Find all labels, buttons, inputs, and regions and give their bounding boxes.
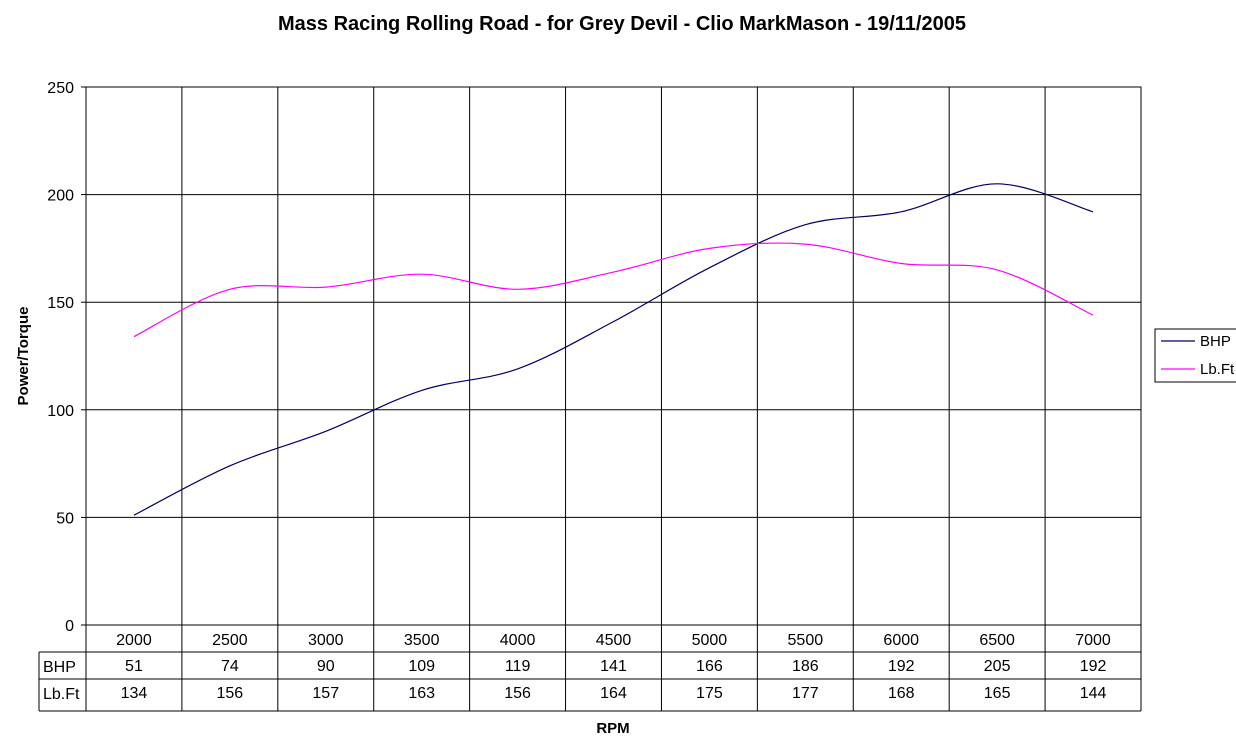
legend-label: Lb.Ft (1200, 361, 1235, 378)
y-axis-title: Power/Torque (15, 307, 32, 406)
x-tick-label: 7000 (1075, 632, 1111, 649)
table-cell: 74 (221, 658, 239, 675)
table-cell: 168 (888, 685, 915, 702)
table-cell: 157 (312, 685, 339, 702)
table-cell: 144 (1080, 685, 1107, 702)
data-table: 2000 2500 3000 3500 4000 4500 5000 5500 6000 6500… (38, 625, 1142, 712)
y-tick-label: 50 (56, 510, 74, 527)
x-tick-label: 2500 (212, 632, 248, 649)
table-cell: 177 (792, 685, 819, 702)
x-tick-label: 6000 (883, 632, 919, 649)
table-cell: 192 (1080, 658, 1107, 675)
x-tick-label: 4500 (596, 632, 632, 649)
x-tick-label: 5000 (692, 632, 728, 649)
table-cell: 186 (792, 658, 819, 675)
series-line-bhp (133, 183, 1094, 516)
table-cell: 166 (696, 658, 723, 675)
legend: BHP Lb.Ft (1154, 328, 1236, 383)
legend-label: BHP (1200, 333, 1231, 350)
table-cell: 156 (504, 685, 531, 702)
x-tick-label: 6500 (979, 632, 1015, 649)
table-cell: 192 (888, 658, 915, 675)
table-cell: 164 (600, 685, 627, 702)
table-cell: 205 (984, 658, 1011, 675)
x-tick-label: 3500 (404, 632, 440, 649)
x-tick-label: 5500 (788, 632, 824, 649)
table-cell: 109 (408, 658, 435, 675)
table-cell: 175 (696, 685, 723, 702)
table-cell: 90 (317, 658, 335, 675)
table-cell: 134 (121, 685, 148, 702)
x-tick-label: 2000 (116, 632, 152, 649)
table-cell: 163 (408, 685, 435, 702)
series-line-lb-ft (133, 242, 1094, 338)
x-tick-label: 4000 (500, 632, 536, 649)
table-cell: 141 (600, 658, 627, 675)
plot-frame (85, 86, 1142, 626)
y-tick-label: 100 (47, 403, 74, 420)
table-cell: 165 (984, 685, 1011, 702)
table-cell: 119 (505, 658, 531, 675)
legend-box (1154, 328, 1236, 383)
y-tick-label: 0 (65, 618, 74, 635)
x-tick-label: 3000 (308, 632, 344, 649)
chart-title: Mass Racing Rolling Road - for Grey Devi… (278, 13, 966, 35)
table-row-header: Lb.Ft (43, 686, 80, 703)
x-axis-title: RPM (596, 720, 629, 737)
y-tick-label: 200 (47, 188, 74, 205)
table-cell: 51 (125, 658, 143, 675)
table-cell: 156 (217, 685, 244, 702)
y-tick-label: 250 (47, 80, 74, 97)
table-row-header: BHP (43, 659, 76, 676)
plot-area: 0 50 100 150 200 250 (47, 80, 1142, 711)
y-tick-label: 150 (47, 295, 74, 312)
